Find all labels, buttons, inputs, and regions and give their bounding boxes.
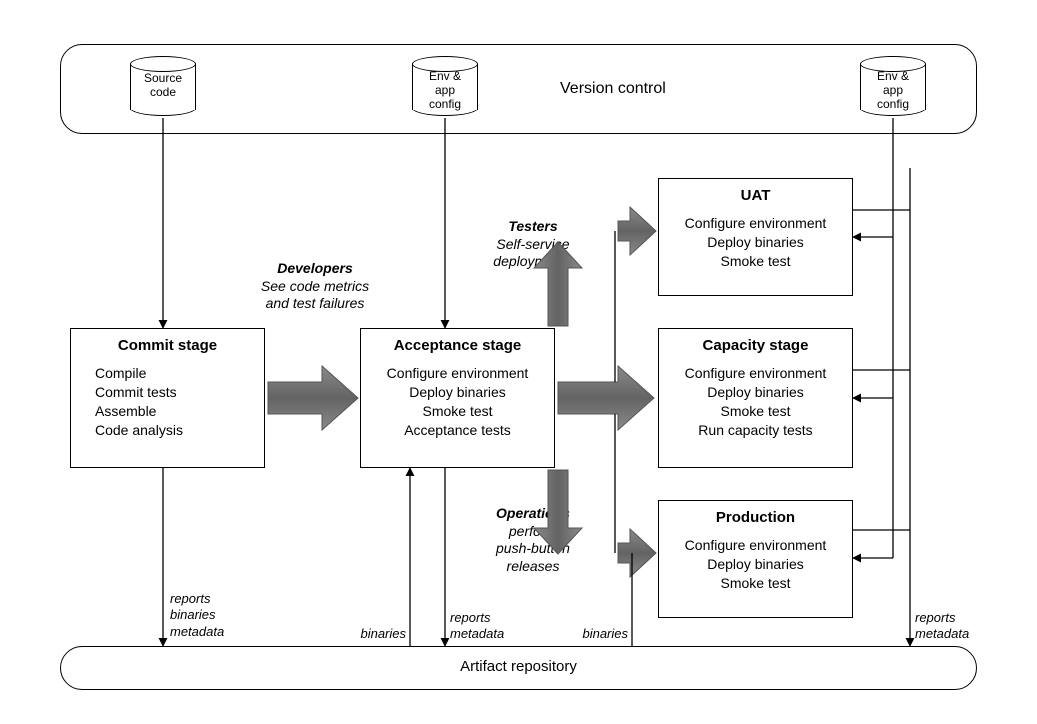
right-down-l1: reports xyxy=(915,610,955,625)
commit-stage-title: Commit stage xyxy=(77,337,258,354)
version-control-label: Version control xyxy=(560,80,666,98)
source-code-cylinder: Source code xyxy=(130,56,196,116)
acc-down-labels: reports metadata xyxy=(450,610,504,643)
env1-cyl-l2: app xyxy=(435,83,455,97)
operations-title: Operations xyxy=(496,505,570,521)
acceptance-item: Smoke test xyxy=(367,402,548,421)
uat-stage-title: UAT xyxy=(665,187,846,204)
uat-stage-items: Configure environment Deploy binaries Sm… xyxy=(665,214,846,271)
testers-sub1: Self-service xyxy=(496,236,569,252)
acc-down-l2: metadata xyxy=(450,626,504,641)
commit-down-labels: reports binaries metadata xyxy=(170,591,224,640)
operations-label: Operations perform push-button releases xyxy=(478,505,588,575)
production-stage-title: Production xyxy=(665,509,846,526)
testers-label: Testers Self-service deployments xyxy=(478,218,588,271)
source-cyl-l1: Source xyxy=(144,71,182,85)
acceptance-item: Deploy binaries xyxy=(367,383,548,402)
diagram-container: Version control Source code Env & app co… xyxy=(60,30,977,694)
developers-sub2: and test failures xyxy=(266,295,365,311)
env2-cyl-l1: Env & xyxy=(877,69,909,83)
developers-label: Developers See code metrics and test fai… xyxy=(240,260,390,313)
commit-item: Compile xyxy=(77,364,258,383)
acc-up-label: binaries xyxy=(346,626,406,642)
operations-sub2: push-button xyxy=(496,540,570,556)
uat-stage-box: UAT Configure environment Deploy binarie… xyxy=(658,178,853,296)
production-item: Configure environment xyxy=(665,536,846,555)
version-control-box xyxy=(60,44,977,134)
env2-cyl-l3: config xyxy=(877,97,909,111)
acceptance-item: Configure environment xyxy=(367,364,548,383)
commit-stage-box: Commit stage Compile Commit tests Assemb… xyxy=(70,328,265,468)
right-up-l1: binaries xyxy=(582,626,628,641)
capacity-item: Smoke test xyxy=(665,402,846,421)
operations-sub1: perform xyxy=(509,523,557,539)
commit-stage-items: Compile Commit tests Assemble Code analy… xyxy=(77,364,258,440)
env2-cyl-l2: app xyxy=(883,83,903,97)
acceptance-stage-title: Acceptance stage xyxy=(367,337,548,354)
commit-item: Assemble xyxy=(77,402,258,421)
production-stage-items: Configure environment Deploy binaries Sm… xyxy=(665,536,846,593)
env1-cyl-l3: config xyxy=(429,97,461,111)
env-config-cylinder-1: Env & app config xyxy=(412,56,478,116)
developers-sub1: See code metrics xyxy=(261,278,369,294)
capacity-item: Deploy binaries xyxy=(665,383,846,402)
production-item: Smoke test xyxy=(665,574,846,593)
commit-down-l2: binaries xyxy=(170,607,216,622)
operations-sub3: releases xyxy=(507,558,560,574)
acceptance-stage-box: Acceptance stage Configure environment D… xyxy=(360,328,555,468)
env-config-cylinder-2: Env & app config xyxy=(860,56,926,116)
right-up-label: binaries xyxy=(568,626,628,642)
capacity-item: Run capacity tests xyxy=(665,421,846,440)
artifact-repo-label: Artifact repository xyxy=(60,658,977,675)
capacity-stage-items: Configure environment Deploy binaries Sm… xyxy=(665,364,846,440)
commit-down-l3: metadata xyxy=(170,624,224,639)
uat-item: Configure environment xyxy=(665,214,846,233)
right-down-l2: metadata xyxy=(915,626,969,641)
commit-down-l1: reports xyxy=(170,591,210,606)
uat-item: Smoke test xyxy=(665,252,846,271)
acc-up-l1: binaries xyxy=(360,626,406,641)
production-item: Deploy binaries xyxy=(665,555,846,574)
production-stage-box: Production Configure environment Deploy … xyxy=(658,500,853,618)
capacity-item: Configure environment xyxy=(665,364,846,383)
uat-item: Deploy binaries xyxy=(665,233,846,252)
commit-item: Commit tests xyxy=(77,383,258,402)
developers-title: Developers xyxy=(277,260,352,276)
acc-down-l1: reports xyxy=(450,610,490,625)
testers-sub2: deployments xyxy=(493,253,572,269)
env1-cyl-l1: Env & xyxy=(429,69,461,83)
capacity-stage-title: Capacity stage xyxy=(665,337,846,354)
testers-title: Testers xyxy=(508,218,557,234)
acceptance-item: Acceptance tests xyxy=(367,421,548,440)
acceptance-stage-items: Configure environment Deploy binaries Sm… xyxy=(367,364,548,440)
commit-item: Code analysis xyxy=(77,421,258,440)
source-cyl-l2: code xyxy=(150,85,176,99)
capacity-stage-box: Capacity stage Configure environment Dep… xyxy=(658,328,853,468)
right-down-labels: reports metadata xyxy=(915,610,969,643)
